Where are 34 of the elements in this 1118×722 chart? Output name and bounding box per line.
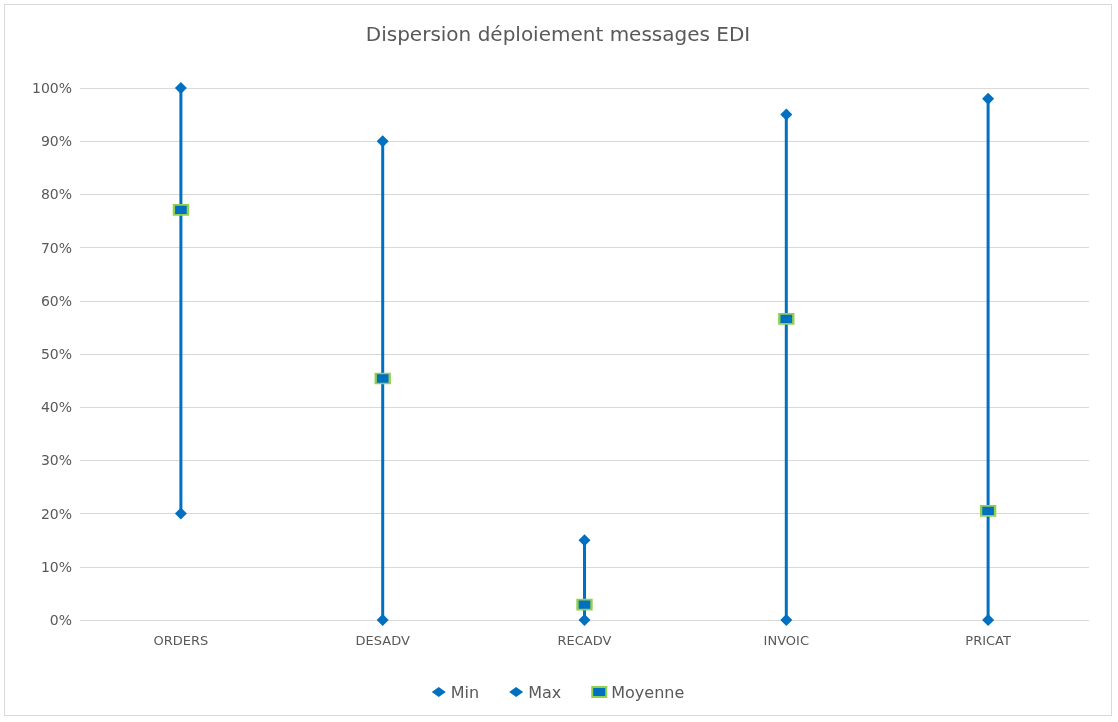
point <box>376 135 389 148</box>
y-tick-label: 20% <box>40 505 72 522</box>
y-tick-label: 50% <box>40 346 72 362</box>
point <box>376 614 389 626</box>
legend-label: Min <box>450 682 480 702</box>
point <box>578 614 591 626</box>
y-tick-label: 100% <box>31 80 72 96</box>
chart-title: Dispersion déploiement messages EDI <box>365 22 751 46</box>
point <box>174 82 187 94</box>
y-tick-label: 90% <box>40 133 72 150</box>
point <box>982 92 995 105</box>
x-tick-label: RECADV <box>557 633 612 648</box>
point <box>780 614 793 626</box>
x-tick-label: ORDERS <box>153 633 209 648</box>
y-tick-label: 30% <box>40 452 72 469</box>
point <box>778 312 795 325</box>
y-tick-label: 70% <box>40 239 72 256</box>
point <box>576 598 593 611</box>
y-tick-label: 80% <box>40 186 72 203</box>
point <box>172 203 189 216</box>
y-tick-label: 60% <box>40 292 72 309</box>
point <box>982 614 995 626</box>
x-tick-label: DESADV <box>355 633 410 648</box>
point <box>780 108 793 121</box>
legend-label: Max <box>528 682 562 702</box>
legend-label: Moyenne <box>611 682 685 702</box>
point <box>374 372 391 385</box>
point <box>174 507 187 520</box>
y-tick-label: 40% <box>40 399 72 416</box>
y-tick-label: 0% <box>49 612 72 628</box>
y-tick-label: 10% <box>40 558 72 575</box>
x-tick-label: PRICAT <box>965 633 1011 648</box>
x-tick-label: INVOIC <box>763 633 809 648</box>
point <box>980 504 997 517</box>
